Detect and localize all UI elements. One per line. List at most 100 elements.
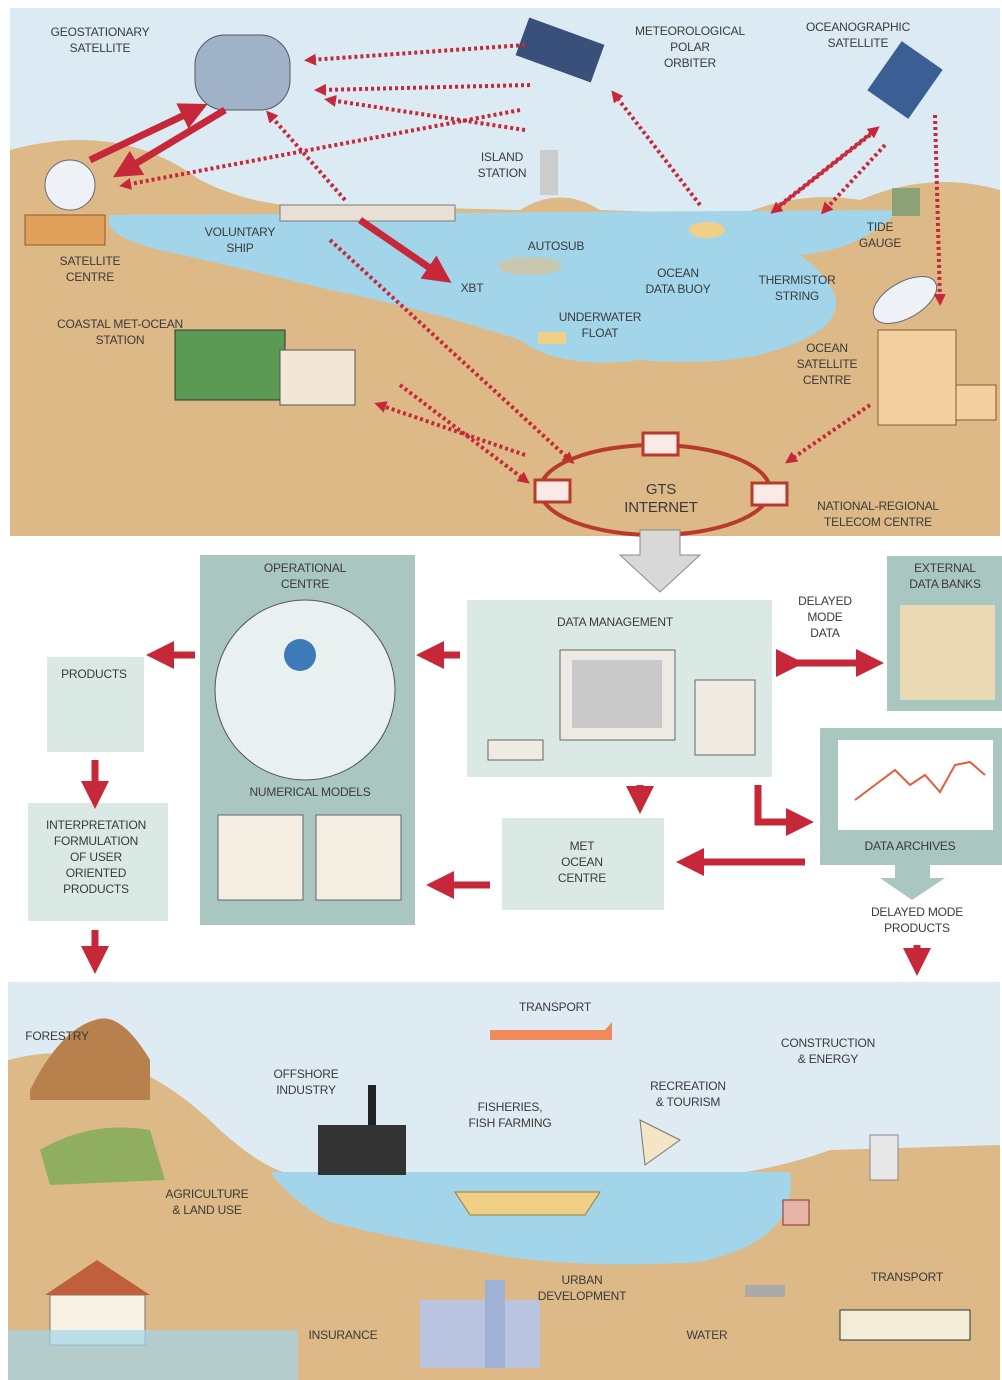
drive (695, 680, 755, 755)
globe (284, 639, 316, 671)
label: STATION (96, 333, 145, 347)
tower (485, 1280, 505, 1368)
tap (745, 1285, 785, 1297)
arrow (758, 785, 800, 822)
float-icon (538, 332, 566, 344)
label: GAUGE (859, 236, 902, 250)
label: SHIP (226, 241, 253, 255)
label: & LAND USE (172, 1203, 242, 1217)
archive-plot (838, 740, 993, 830)
label: SATELLITE (60, 254, 121, 268)
label: OF USER (70, 850, 122, 864)
label: THERMISTOR (758, 273, 836, 287)
label: MODE (807, 610, 842, 624)
label: & ENERGY (798, 1052, 859, 1066)
satellite-centre-icon (25, 215, 105, 245)
label: MET (570, 839, 596, 853)
label: CENTRE (803, 373, 851, 387)
label: POLAR (670, 40, 710, 54)
label: INTERPRETATION (46, 818, 146, 832)
label: OCEAN (561, 855, 603, 869)
label: SATELLITE (797, 357, 858, 371)
label: DEVELOPMENT (538, 1289, 627, 1303)
label: CENTRE (281, 577, 329, 591)
tapes (900, 605, 995, 700)
label: CONSTRUCTION (781, 1036, 875, 1050)
label: TRANSPORT (519, 1000, 592, 1014)
label: OFFSHORE (273, 1067, 338, 1081)
label: GEOSTATIONARY (51, 25, 150, 39)
model-box (316, 815, 401, 900)
dish (45, 160, 95, 210)
label: SATELLITE (70, 41, 131, 55)
label: XBT (461, 281, 485, 295)
label: ORIENTED (66, 866, 127, 880)
diagram: GEOSTATIONARY SATELLITE METEOROLOGICAL POLA… (0, 0, 1002, 1380)
coastal-station-field (175, 330, 285, 400)
label: FISHERIES, (478, 1100, 543, 1114)
label: DATA BANKS (909, 577, 981, 591)
label: & TOURISM (656, 1095, 721, 1109)
label: NUMERICAL MODELS (249, 785, 370, 799)
node (752, 483, 787, 505)
label: CENTRE (558, 871, 606, 885)
label: GTS (646, 481, 676, 498)
tape (488, 740, 543, 760)
node (643, 433, 678, 455)
label: WATER (687, 1328, 729, 1342)
label: NATIONAL-REGIONAL (817, 499, 939, 513)
label: DATA ARCHIVES (865, 839, 956, 853)
label: VOLUNTARY (205, 225, 276, 239)
label: UNDERWATER (559, 310, 642, 324)
screen (572, 660, 662, 728)
label: RECREATION (650, 1079, 726, 1093)
label: PRODUCTS (61, 667, 127, 681)
ship-icon (280, 205, 455, 221)
label: METEOROLOGICAL (635, 24, 745, 38)
offshore-platform (318, 1125, 406, 1175)
label: DELAYED (798, 594, 852, 608)
flood (8, 1330, 298, 1380)
label: PRODUCTS (63, 882, 129, 896)
label: OCEAN (806, 341, 848, 355)
label: DATA (810, 626, 840, 640)
label: ORBITER (664, 56, 716, 70)
label: FISH FARMING (469, 1116, 552, 1130)
train (840, 1310, 970, 1340)
fishing-boat (455, 1192, 600, 1215)
tide-gauge-icon (892, 188, 920, 216)
page: GEOSTATIONARY SATELLITE METEOROLOGICAL POLA… (0, 0, 1002, 1380)
label: CENTRE (66, 270, 114, 284)
label: INSURANCE (309, 1328, 378, 1342)
label: TRANSPORT (871, 1270, 944, 1284)
node (535, 480, 570, 502)
down-arrow (620, 530, 700, 592)
label: AGRICULTURE (166, 1187, 249, 1201)
label: FLOAT (582, 326, 620, 340)
label: PRODUCTS (884, 921, 950, 935)
ocean-satellite-centre-icon (878, 330, 956, 425)
label: FORMULATION (54, 834, 138, 848)
label: EXTERNAL (914, 561, 976, 575)
label: STATION (478, 166, 527, 180)
operational-centre-icon (215, 600, 395, 780)
down-arrow (880, 865, 945, 900)
label: OCEAN (657, 266, 699, 280)
label: INDUSTRY (276, 1083, 336, 1097)
label: COASTAL MET-OCEAN (57, 317, 183, 331)
label: DATA MANAGEMENT (557, 615, 674, 629)
ocean-satellite-centre-annex (956, 385, 996, 420)
geostationary-satellite-icon (195, 35, 290, 110)
label: STRING (775, 289, 819, 303)
island-station-icon (540, 150, 558, 195)
label: OCEANOGRAPHIC (806, 20, 911, 34)
crane-load (783, 1200, 809, 1225)
label: AUTOSUB (528, 239, 585, 253)
label: INTERNET (624, 499, 697, 516)
label: URBAN (561, 1273, 602, 1287)
autosub-icon (498, 257, 562, 275)
city (420, 1300, 540, 1368)
buoy-icon (689, 222, 725, 238)
cooling-tower (870, 1135, 898, 1180)
label: OPERATIONAL (264, 561, 347, 575)
